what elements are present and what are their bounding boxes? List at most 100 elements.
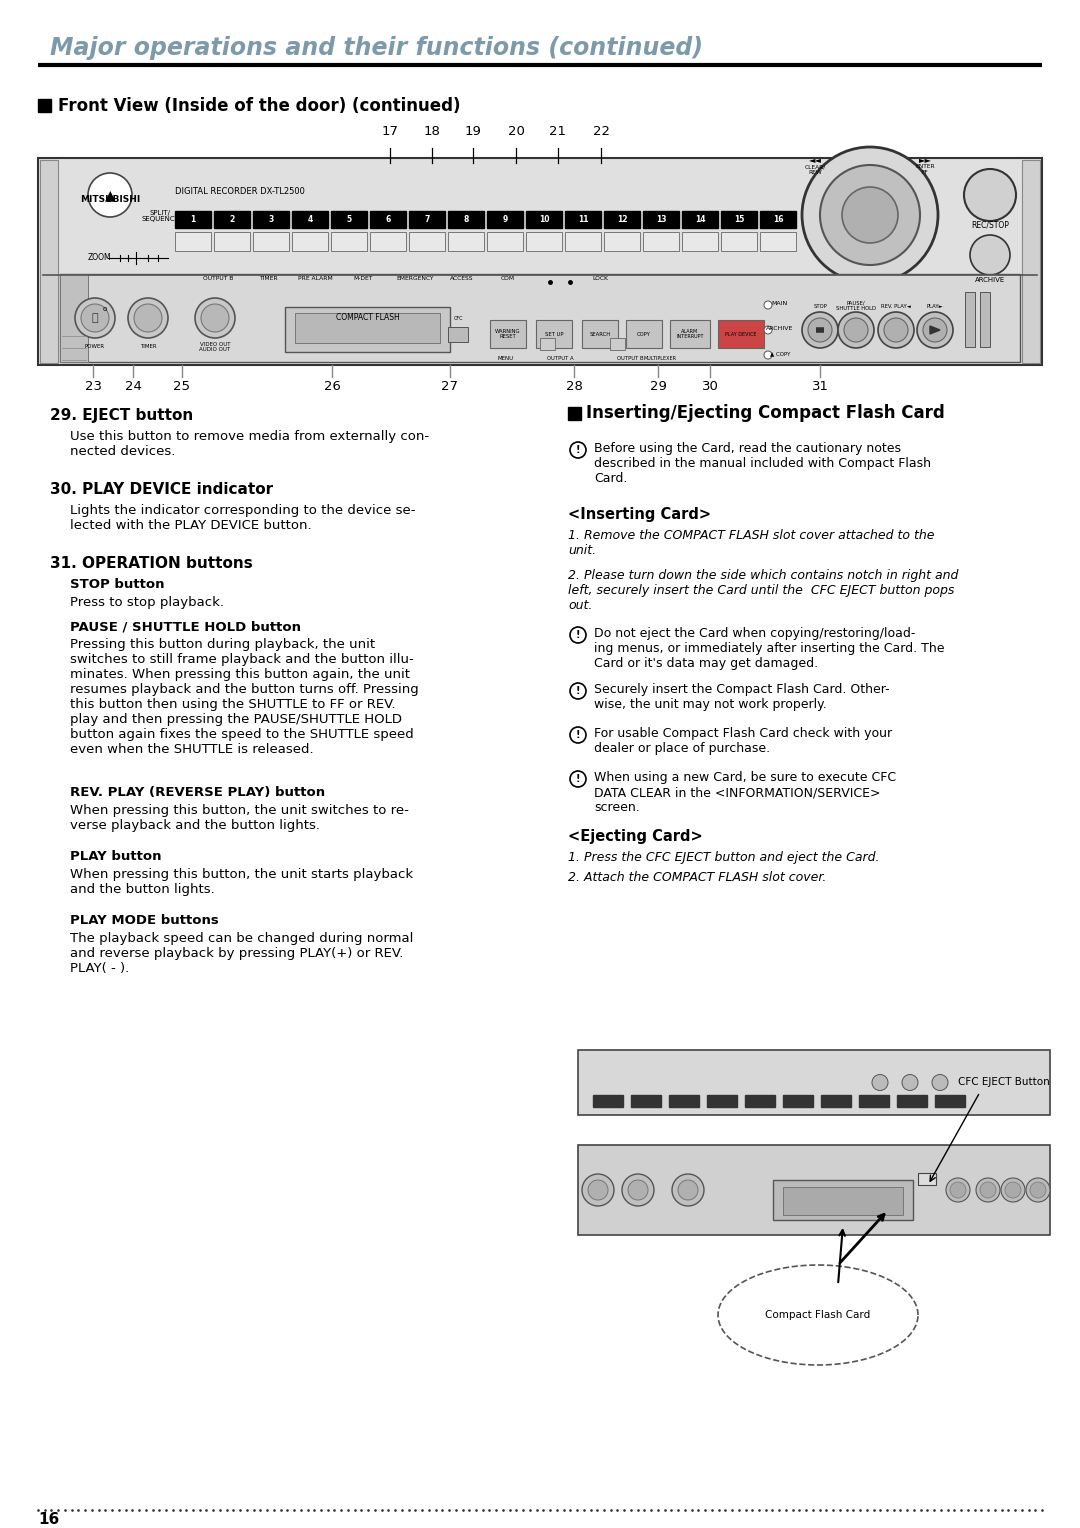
Bar [721, 211, 757, 228]
Circle shape [201, 304, 229, 332]
Text: 29: 29 [649, 380, 666, 394]
Text: LOCK: LOCK [592, 275, 608, 281]
Text: Pressing this button during playback, the unit
switches to still frame playback : Pressing this button during playback, th… [70, 639, 419, 756]
Bar [487, 211, 523, 228]
Circle shape [81, 304, 109, 332]
Text: REV. PLAY (REVERSE PLAY) button: REV. PLAY (REVERSE PLAY) button [70, 785, 325, 799]
Text: Before using the Card, read the cautionary notes
described in the manual include: Before using the Card, read the cautiona… [594, 442, 931, 484]
Text: 1: 1 [190, 215, 195, 225]
Bar [370, 232, 406, 251]
Bar [292, 232, 328, 251]
Text: 16: 16 [773, 215, 783, 225]
Bar [490, 319, 526, 348]
Circle shape [582, 1174, 615, 1206]
Bar [821, 1096, 851, 1106]
Text: VIDEO OUT
AUDIO OUT: VIDEO OUT AUDIO OUT [200, 342, 230, 353]
Text: 15: 15 [733, 215, 744, 225]
Text: ARCHIVE: ARCHIVE [975, 277, 1005, 283]
Text: MITSUBISHI: MITSUBISHI [80, 196, 140, 205]
Bar [487, 232, 523, 251]
Bar [610, 338, 625, 350]
Circle shape [622, 1174, 654, 1206]
Text: Lights the indicator corresponding to the device se-
lected with the PLAY DEVICE: Lights the indicator corresponding to th… [70, 504, 416, 532]
Text: PAUSE/
SHUTTLE HOLD: PAUSE/ SHUTTLE HOLD [836, 301, 876, 312]
Circle shape [976, 1178, 1000, 1203]
Text: 31: 31 [811, 380, 828, 394]
Bar [370, 211, 406, 228]
Circle shape [764, 351, 772, 359]
Bar [526, 211, 562, 228]
Text: COM: COM [501, 275, 515, 281]
Text: !: ! [576, 630, 580, 640]
Text: POWER: POWER [85, 344, 105, 350]
Text: 14: 14 [694, 215, 705, 225]
Text: Press to stop playback.: Press to stop playback. [70, 596, 224, 610]
Text: DIGITAL RECORDER DX-TL2500: DIGITAL RECORDER DX-TL2500 [175, 188, 305, 197]
Bar [295, 313, 440, 342]
Text: STOP button: STOP button [70, 578, 164, 591]
Text: !: ! [576, 445, 580, 455]
Text: <Ejecting Card>: <Ejecting Card> [568, 830, 703, 843]
Bar [1022, 160, 1040, 364]
Bar [175, 232, 211, 251]
Text: SEARCH: SEARCH [590, 332, 610, 336]
Circle shape [87, 277, 123, 313]
Text: o: o [103, 306, 107, 312]
Bar [536, 319, 572, 348]
Circle shape [75, 298, 114, 338]
Text: STOP: STOP [813, 304, 827, 309]
Text: M-DET: M-DET [353, 275, 373, 281]
Text: REV. PLAY◄: REV. PLAY◄ [881, 304, 910, 309]
Text: When using a new Card, be sure to execute CFC
DATA CLEAR in the <INFORMATION/SER: When using a new Card, be sure to execut… [594, 772, 896, 814]
Bar [626, 319, 662, 348]
Text: OUTPUT B: OUTPUT B [203, 275, 233, 281]
Text: 31. OPERATION buttons: 31. OPERATION buttons [50, 556, 253, 571]
Text: 22: 22 [593, 125, 609, 138]
Text: ►►: ►► [918, 156, 931, 165]
Text: OUTPUT B: OUTPUT B [617, 356, 644, 361]
Bar [980, 292, 990, 347]
Text: PLAY DEVICE: PLAY DEVICE [726, 332, 757, 336]
Bar [214, 211, 249, 228]
Circle shape [359, 287, 367, 296]
Text: 10: 10 [539, 215, 550, 225]
Circle shape [764, 301, 772, 309]
Circle shape [195, 298, 235, 338]
Circle shape [311, 287, 319, 296]
Text: FF: FF [921, 171, 929, 176]
Circle shape [570, 727, 586, 743]
Text: 12: 12 [617, 215, 627, 225]
Bar [681, 232, 718, 251]
Text: PLAY button: PLAY button [70, 850, 162, 863]
Text: 23: 23 [84, 380, 102, 394]
Circle shape [838, 312, 874, 348]
Bar [604, 232, 640, 251]
Bar [175, 211, 211, 228]
Circle shape [842, 186, 897, 243]
Bar [568, 406, 581, 420]
Bar [60, 274, 87, 362]
Text: 25: 25 [174, 380, 190, 394]
Circle shape [504, 287, 512, 296]
Circle shape [946, 1178, 970, 1203]
Text: 30. PLAY DEVICE indicator: 30. PLAY DEVICE indicator [50, 481, 273, 497]
Circle shape [214, 287, 222, 296]
Circle shape [820, 165, 920, 264]
Text: Do not eject the Card when copying/restoring/load-
ing menus, or immediately aft: Do not eject the Card when copying/resto… [594, 626, 945, 669]
Circle shape [902, 1074, 918, 1091]
Circle shape [588, 1180, 608, 1199]
Circle shape [570, 626, 586, 643]
Text: ZOOM: ZOOM [87, 254, 111, 263]
Text: 18: 18 [423, 125, 441, 138]
Bar [38, 99, 51, 112]
Circle shape [87, 173, 132, 217]
Circle shape [878, 312, 914, 348]
Text: 9: 9 [502, 215, 508, 225]
Text: MENU: MENU [498, 356, 514, 361]
Circle shape [808, 318, 832, 342]
Circle shape [570, 772, 586, 787]
Polygon shape [930, 325, 940, 335]
Text: ARCHIVE: ARCHIVE [767, 325, 794, 332]
Text: When pressing this button, the unit starts playback
and the button lights.: When pressing this button, the unit star… [70, 868, 414, 895]
Bar [718, 319, 764, 348]
